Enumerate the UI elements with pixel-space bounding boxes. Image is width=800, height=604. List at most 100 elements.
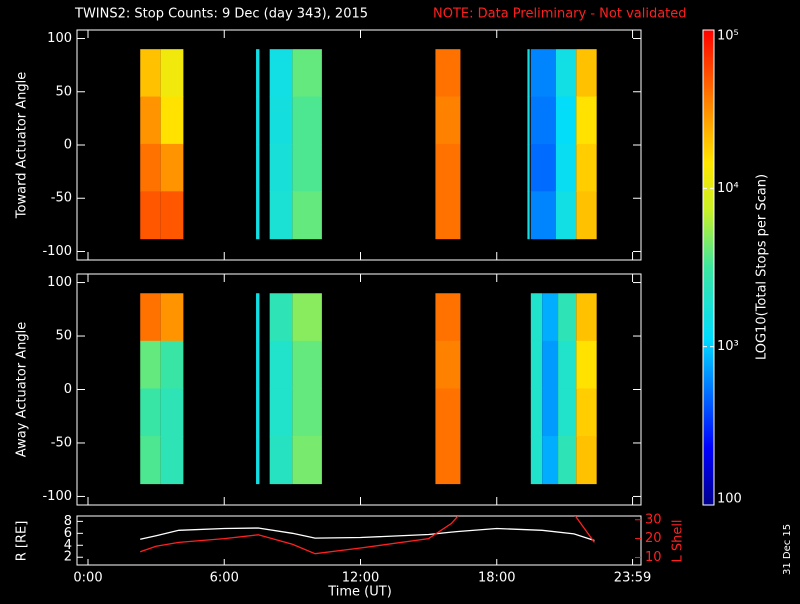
heatmap-cell: [542, 388, 559, 437]
panel: [140, 293, 597, 485]
heatmap-cell: [160, 340, 184, 389]
heatmap-cell: [140, 436, 161, 485]
heatmap-cell: [530, 388, 543, 437]
heatmap-cell: [555, 96, 577, 145]
colorbar-tick-label: 10⁴: [717, 181, 739, 196]
heatmap-cell: [555, 143, 577, 192]
heatmap-cell: [269, 96, 293, 145]
heatmap-cell: [542, 436, 559, 485]
x-tick-label: 6:00: [210, 571, 239, 586]
y-tick-label: -100: [42, 244, 72, 259]
line-series: [140, 527, 595, 542]
heatmap-cell: [269, 436, 293, 485]
heatmap-cell: [576, 191, 597, 240]
heatmap-cell: [558, 388, 577, 437]
heatmap-cell: [558, 340, 577, 389]
heatmap-cell: [269, 191, 293, 240]
heatmap-cell: [160, 143, 184, 192]
heatmap-cell: [140, 340, 161, 389]
y-tick-label: 8: [64, 514, 72, 529]
date-stamp: 31 Dec 15: [782, 524, 793, 575]
heatmap-cell: [292, 49, 322, 98]
panel: [140, 49, 597, 240]
heatmap-cell: [530, 340, 543, 389]
y-tick-label: 2: [64, 550, 72, 565]
heatmap-cell: [555, 49, 577, 98]
heatmap-cell: [292, 436, 322, 485]
y-tick-label: 50: [55, 84, 72, 99]
heatmap-cell: [256, 340, 260, 389]
heatmap-cell: [530, 143, 556, 192]
heatmap-cell: [269, 293, 293, 342]
y2-axis-label: L Shell: [671, 519, 686, 562]
x-tick-label: 18:00: [478, 571, 515, 586]
y2-tick-label: 30: [645, 512, 662, 527]
y-tick-label: -50: [51, 191, 72, 206]
heatmap-cell: [160, 388, 184, 437]
heatmap-cell: [435, 49, 461, 98]
x-tick-label: 0:00: [73, 571, 102, 586]
heatmap-cell: [576, 96, 597, 145]
heatmap-cell: [576, 49, 597, 98]
heatmap-cell: [256, 388, 260, 437]
heatmap-cell: [530, 293, 543, 342]
colorbar-tick-label: 10³: [717, 339, 739, 354]
heatmap-cell: [140, 49, 161, 98]
y2-tick-label: 10: [645, 550, 662, 565]
heatmap-cell: [292, 191, 322, 240]
colorbar-label: LOG10(Total Stops per Scan): [755, 174, 770, 360]
heatmap-cell: [256, 191, 260, 240]
heatmap-cell: [140, 191, 161, 240]
heatmap-cell: [160, 293, 184, 342]
colorbar-tick-label: 10⁵: [717, 29, 739, 44]
heatmap-cell: [542, 340, 559, 389]
heatmap-cell: [140, 293, 161, 342]
heatmap-cell: [530, 191, 556, 240]
y-tick-label: 4: [64, 538, 72, 553]
x-axis-label: Time (UT): [327, 585, 392, 600]
x-tick-label: 12:00: [342, 571, 379, 586]
heatmap-cell: [160, 191, 184, 240]
heatmap-cell: [292, 143, 322, 192]
y-tick-label: 100: [47, 31, 72, 46]
heatmap-cell: [527, 143, 530, 192]
y-axis-label: Away Actuator Angle: [15, 322, 30, 457]
heatmap-cell: [530, 436, 543, 485]
y-tick-label: 50: [55, 329, 72, 344]
heatmap-cell: [527, 49, 530, 98]
heatmap-cell: [140, 388, 161, 437]
colorbar-tick-label: 100: [717, 492, 742, 507]
heatmap-cell: [435, 340, 461, 389]
y2-tick-label: 20: [645, 531, 662, 546]
heatmap-cell: [542, 293, 559, 342]
heatmap-cell: [160, 96, 184, 145]
heatmap-cell: [530, 96, 556, 145]
y-axis-label: R [RE]: [15, 521, 30, 562]
heatmap-cell: [269, 49, 293, 98]
heatmap-cell: [140, 96, 161, 145]
y-tick-label: -100: [42, 489, 72, 504]
panel-frame: [76, 515, 642, 566]
heatmap-cell: [435, 143, 461, 192]
heatmap-cell: [160, 49, 184, 98]
heatmap-cell: [555, 191, 577, 240]
heatmap-cell: [160, 436, 184, 485]
heatmap-cell: [558, 436, 577, 485]
heatmap-cell: [269, 143, 293, 192]
y-tick-label: 6: [64, 526, 72, 541]
heatmap-cell: [435, 191, 461, 240]
y-tick-label: -50: [51, 435, 72, 450]
heatmap-cell: [435, 293, 461, 342]
y-tick-label: 100: [47, 275, 72, 290]
heatmap-cell: [435, 388, 461, 437]
heatmap-cell: [576, 293, 597, 342]
heatmap-cell: [530, 49, 556, 98]
heatmap-cell: [558, 293, 577, 342]
heatmap-cell: [256, 293, 260, 342]
heatmap-cell: [256, 96, 260, 145]
note: NOTE: Data Preliminary - Not validated: [433, 7, 687, 22]
heatmap-cell: [269, 388, 293, 437]
heatmap-cell: [435, 96, 461, 145]
line-series: [139, 516, 595, 555]
